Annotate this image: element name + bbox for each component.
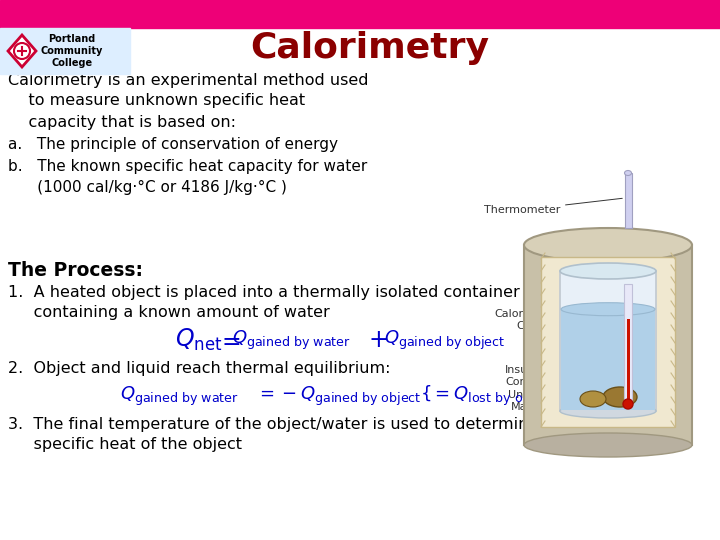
Text: 1.  A heated object is placed into a thermally isolated container: 1. A heated object is placed into a ther… [8,285,520,300]
Circle shape [623,399,633,409]
Text: $Q_{\mathrm{net}}$: $Q_{\mathrm{net}}$ [175,327,222,353]
Ellipse shape [561,303,655,316]
Text: $+$: $+$ [368,328,387,352]
Bar [624,173,631,228]
Text: $\{= Q_{\mathrm{lost\ by\ object}}\}$: $\{= Q_{\mathrm{lost\ by\ object}}\}$ [420,384,564,408]
Text: Calorimetry: Calorimetry [251,31,490,65]
Ellipse shape [560,263,656,279]
Text: Portland
Community
College: Portland Community College [41,33,103,69]
Text: containing a known amount of water: containing a known amount of water [8,305,330,320]
Ellipse shape [580,391,606,407]
Text: b.   The known specific heat capacity for water: b. The known specific heat capacity for … [8,159,367,173]
Text: a.   The principle of conservation of energy: a. The principle of conservation of ener… [8,138,338,152]
Text: $= 0$: $= 0$ [520,328,564,352]
Text: Unknown
Material: Unknown Material [508,390,560,412]
Text: (1000 cal/kg·°C or 4186 J/kg·°C ): (1000 cal/kg·°C or 4186 J/kg·°C ) [8,179,287,194]
Text: $Q_{\mathrm{gained\ by\ object}}$: $Q_{\mathrm{gained\ by\ object}}$ [384,328,505,352]
Ellipse shape [624,171,631,176]
Bar [561,309,655,410]
Ellipse shape [560,404,656,418]
Bar [524,245,692,445]
Text: $Q_{\mathrm{gained\ by\ water}}$: $Q_{\mathrm{gained\ by\ water}}$ [120,384,239,408]
Text: The Process:: The Process: [8,260,143,280]
Ellipse shape [524,228,692,262]
Bar [0,0,720,28]
Bar [560,271,656,411]
Bar [624,284,632,403]
Text: $Q_{\mathrm{gained\ by\ water}}$: $Q_{\mathrm{gained\ by\ water}}$ [232,328,351,352]
Bar [626,319,629,403]
Text: Insulating
Container: Insulating Container [505,365,560,387]
Text: 2.  Object and liquid reach thermal equilibrium:: 2. Object and liquid reach thermal equil… [8,361,390,375]
Text: $= -Q_{\mathrm{gained\ by\ object}}$: $= -Q_{\mathrm{gained\ by\ object}}$ [256,384,421,408]
Text: Calorimetry is an experimental method used: Calorimetry is an experimental method us… [8,72,369,87]
Text: specific heat of the object: specific heat of the object [8,436,242,451]
Polygon shape [8,35,36,67]
Bar [0,28,130,74]
Ellipse shape [524,433,692,457]
Text: capacity that is based on:: capacity that is based on: [8,114,236,130]
Ellipse shape [603,387,637,407]
Text: to measure unknown specific heat: to measure unknown specific heat [8,93,305,109]
Text: Thermometer: Thermometer [484,198,622,215]
Circle shape [14,43,30,59]
Text: Calorimeter
Cup: Calorimeter Cup [494,309,560,331]
Bar [541,257,675,427]
Text: 3.  The final temperature of the object/water is used to determine the: 3. The final temperature of the object/w… [8,416,570,431]
Text: $=$: $=$ [217,328,241,352]
